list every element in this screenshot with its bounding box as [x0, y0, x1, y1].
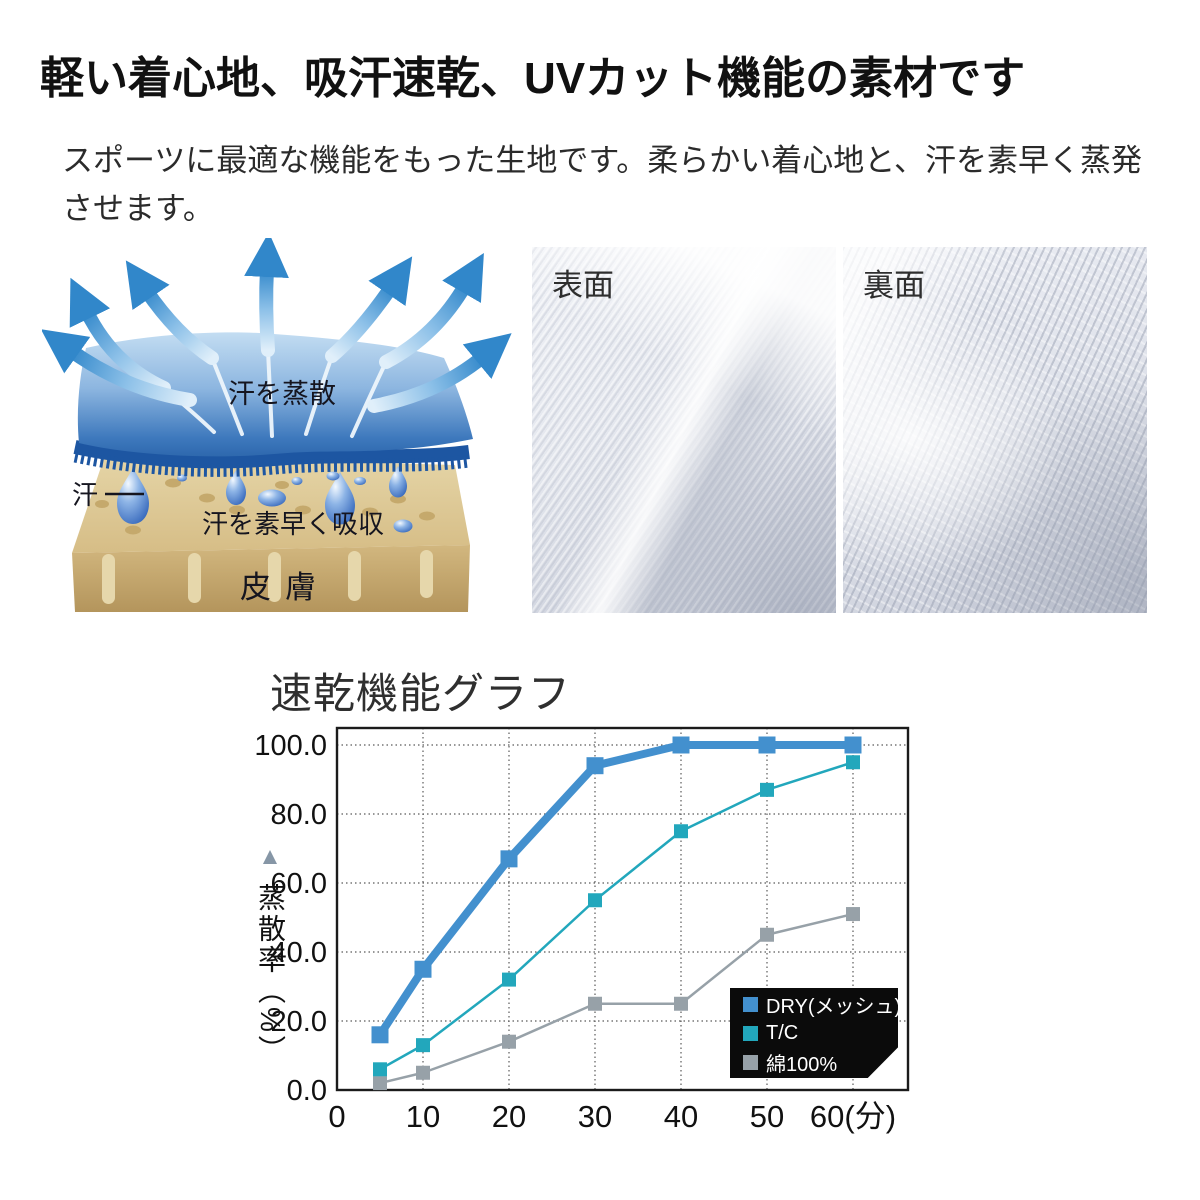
svg-text:20.0: 20.0 — [271, 1006, 327, 1038]
y-axis-title: 蒸散率（%） — [255, 883, 286, 1066]
arrow-up-icon — [244, 238, 289, 357]
svg-text:80.0: 80.0 — [271, 799, 327, 831]
svg-text:50: 50 — [750, 1099, 784, 1134]
svg-text:10: 10 — [406, 1099, 440, 1134]
page-title: 軽い着心地、吸汗速乾、UVカット機能の素材です — [40, 54, 1026, 104]
legend-swatch-cotton — [743, 1054, 758, 1070]
skin-pores — [95, 478, 435, 535]
arrow-up-left-icon — [69, 277, 171, 395]
fabric-fringe — [73, 440, 470, 477]
up-triangle-icon: ▲ — [258, 843, 282, 870]
legend-item: DRY(メッシュ) — [743, 991, 898, 1018]
svg-text:40: 40 — [664, 1099, 698, 1134]
quick-dry-chart: 0 10 20 30 40 50 60(分) 0.0 20.0 40.0 60.0 80.0 100.0 — [254, 726, 910, 1134]
lead-paragraph: スポーツに最適な機能をもった生地です。柔らかい着心地と、汗を素早く蒸発させます。 — [62, 143, 1143, 227]
arrow-right-icon — [367, 333, 512, 413]
legend-item: 綿100% — [743, 1049, 898, 1076]
sweat-wicking-illustration: 汗を蒸散 汗 汗を素早く吸収 皮膚 — [42, 238, 512, 612]
arrow-left-icon — [42, 329, 197, 407]
fabric-photo-front: 表面 — [532, 247, 836, 613]
sweat-droplets — [117, 466, 413, 533]
label-skin: 皮膚 — [240, 570, 330, 605]
legend-swatch-dry — [743, 996, 758, 1012]
svg-text:30: 30 — [578, 1099, 612, 1134]
svg-text:20: 20 — [492, 1099, 526, 1134]
fabric-photo-back: 裏面 — [843, 247, 1147, 613]
label-sweat: 汗 — [72, 480, 98, 510]
svg-text:0: 0 — [328, 1099, 345, 1134]
chart-title: 速乾機能グラフ — [270, 670, 572, 717]
y-axis-label: ▲ 蒸散率（%） — [247, 843, 293, 1071]
skin-layer — [72, 455, 470, 612]
legend-swatch-tc — [743, 1025, 758, 1041]
photo-front-label: 表面 — [552, 268, 614, 303]
evaporation-arrows — [42, 238, 512, 413]
arrow-up-right-icon — [379, 252, 484, 369]
fabric-layer — [77, 332, 473, 457]
svg-text:60.0: 60.0 — [271, 868, 327, 900]
skin-pore-stripes — [102, 550, 433, 604]
label-absorb: 汗を素早く吸収 — [202, 509, 384, 539]
svg-text:0.0: 0.0 — [287, 1075, 327, 1107]
legend-label-tc: T/C — [766, 1021, 799, 1044]
legend-label-cotton: 綿100% — [766, 1053, 838, 1076]
svg-text:100.0: 100.0 — [254, 730, 327, 762]
arrow-up-right-icon — [325, 256, 413, 363]
photo-back-label: 裏面 — [863, 268, 925, 303]
svg-text:60(分): 60(分) — [810, 1099, 896, 1134]
chart-legend: DRY(メッシュ) T/C 綿100% — [730, 988, 898, 1078]
label-evaporate: 汗を蒸散 — [228, 379, 336, 409]
sweat-wicking-diagram: 汗を蒸散 汗 汗を素早く吸収 皮膚 — [42, 238, 512, 633]
arrow-up-left-icon — [125, 260, 219, 365]
legend-label-dry: DRY(メッシュ) — [766, 995, 902, 1018]
svg-text:40.0: 40.0 — [271, 937, 327, 969]
legend-item: T/C — [743, 1020, 898, 1047]
